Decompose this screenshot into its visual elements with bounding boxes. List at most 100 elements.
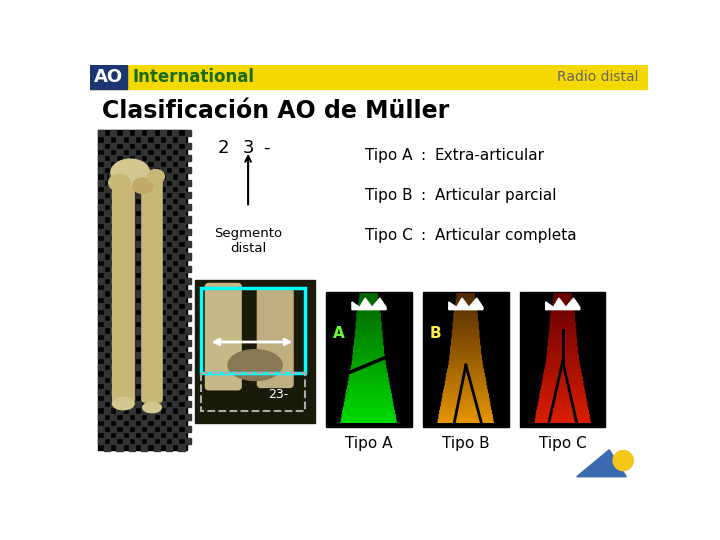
Bar bbox=[110, 204, 117, 211]
Bar bbox=[160, 291, 166, 296]
Bar bbox=[129, 161, 135, 167]
Bar bbox=[184, 229, 191, 235]
Bar bbox=[141, 137, 148, 143]
Bar bbox=[135, 217, 141, 222]
Bar bbox=[122, 315, 129, 321]
Bar bbox=[141, 395, 148, 401]
Bar bbox=[172, 315, 179, 321]
Bar bbox=[148, 340, 153, 346]
Bar bbox=[110, 327, 117, 334]
Bar bbox=[135, 426, 141, 432]
Bar bbox=[148, 438, 153, 444]
Bar bbox=[326, 292, 412, 427]
Bar bbox=[153, 420, 160, 426]
Bar bbox=[110, 426, 117, 432]
Bar bbox=[122, 155, 129, 161]
Bar bbox=[153, 444, 160, 450]
Bar bbox=[98, 389, 104, 395]
Text: Tipo C: Tipo C bbox=[539, 436, 587, 451]
Bar bbox=[104, 222, 110, 229]
Bar bbox=[135, 414, 141, 420]
Bar bbox=[104, 296, 110, 303]
Bar bbox=[153, 148, 160, 155]
Bar bbox=[166, 284, 172, 291]
Bar bbox=[135, 179, 141, 186]
Bar bbox=[141, 444, 148, 450]
Bar bbox=[153, 309, 160, 315]
Bar bbox=[98, 401, 104, 408]
Bar bbox=[129, 408, 135, 414]
Bar bbox=[184, 130, 191, 137]
Text: B: B bbox=[429, 326, 441, 341]
Bar bbox=[160, 167, 166, 173]
Bar bbox=[122, 217, 129, 222]
Bar bbox=[179, 186, 184, 192]
Bar bbox=[172, 340, 179, 346]
Bar bbox=[179, 148, 184, 155]
Circle shape bbox=[613, 450, 634, 470]
Bar bbox=[129, 346, 135, 352]
Bar bbox=[172, 414, 179, 420]
Bar bbox=[153, 211, 160, 217]
Bar bbox=[179, 370, 184, 377]
Bar bbox=[110, 303, 117, 309]
Bar bbox=[104, 383, 110, 389]
Bar bbox=[104, 148, 110, 155]
Bar bbox=[104, 334, 110, 340]
Text: International: International bbox=[132, 68, 255, 86]
Bar bbox=[160, 229, 166, 235]
Bar bbox=[160, 155, 166, 161]
Bar bbox=[166, 235, 172, 241]
Bar bbox=[184, 438, 191, 444]
Bar bbox=[110, 364, 117, 370]
Bar bbox=[179, 211, 184, 217]
Bar bbox=[135, 167, 141, 173]
Bar bbox=[110, 253, 117, 260]
Bar bbox=[135, 253, 141, 260]
Bar bbox=[141, 309, 148, 315]
Bar bbox=[117, 173, 122, 179]
Bar bbox=[141, 161, 148, 167]
Bar bbox=[135, 389, 141, 395]
Bar bbox=[110, 266, 117, 272]
Bar bbox=[179, 408, 184, 414]
Bar bbox=[129, 173, 135, 179]
Bar bbox=[104, 395, 110, 401]
Bar bbox=[153, 395, 160, 401]
Bar bbox=[135, 327, 141, 334]
Bar bbox=[141, 272, 148, 278]
Bar bbox=[104, 346, 110, 352]
Bar bbox=[184, 426, 191, 432]
Bar bbox=[117, 420, 122, 426]
Bar bbox=[117, 247, 122, 253]
Bar bbox=[166, 309, 172, 315]
Bar bbox=[141, 432, 148, 438]
Bar bbox=[160, 389, 166, 395]
Bar bbox=[98, 438, 104, 444]
Bar bbox=[122, 414, 129, 420]
Ellipse shape bbox=[132, 178, 153, 193]
Bar bbox=[184, 179, 191, 186]
Bar bbox=[166, 198, 172, 204]
Bar bbox=[184, 253, 191, 260]
Bar bbox=[160, 266, 166, 272]
Bar bbox=[129, 358, 135, 365]
Bar bbox=[104, 260, 110, 266]
Bar bbox=[104, 321, 110, 327]
Bar bbox=[122, 253, 129, 260]
Bar bbox=[160, 253, 166, 260]
Text: Hueso: Hueso bbox=[106, 173, 149, 187]
Bar bbox=[172, 155, 179, 161]
Bar bbox=[129, 420, 135, 426]
Bar bbox=[98, 179, 104, 186]
Bar bbox=[98, 414, 104, 420]
Bar bbox=[90, 65, 127, 90]
Bar bbox=[166, 395, 172, 401]
Bar bbox=[135, 278, 141, 284]
Bar bbox=[135, 352, 141, 358]
Bar bbox=[166, 173, 172, 179]
Bar bbox=[141, 260, 148, 266]
Bar bbox=[179, 334, 184, 340]
Bar bbox=[166, 148, 172, 155]
Bar bbox=[98, 143, 104, 148]
